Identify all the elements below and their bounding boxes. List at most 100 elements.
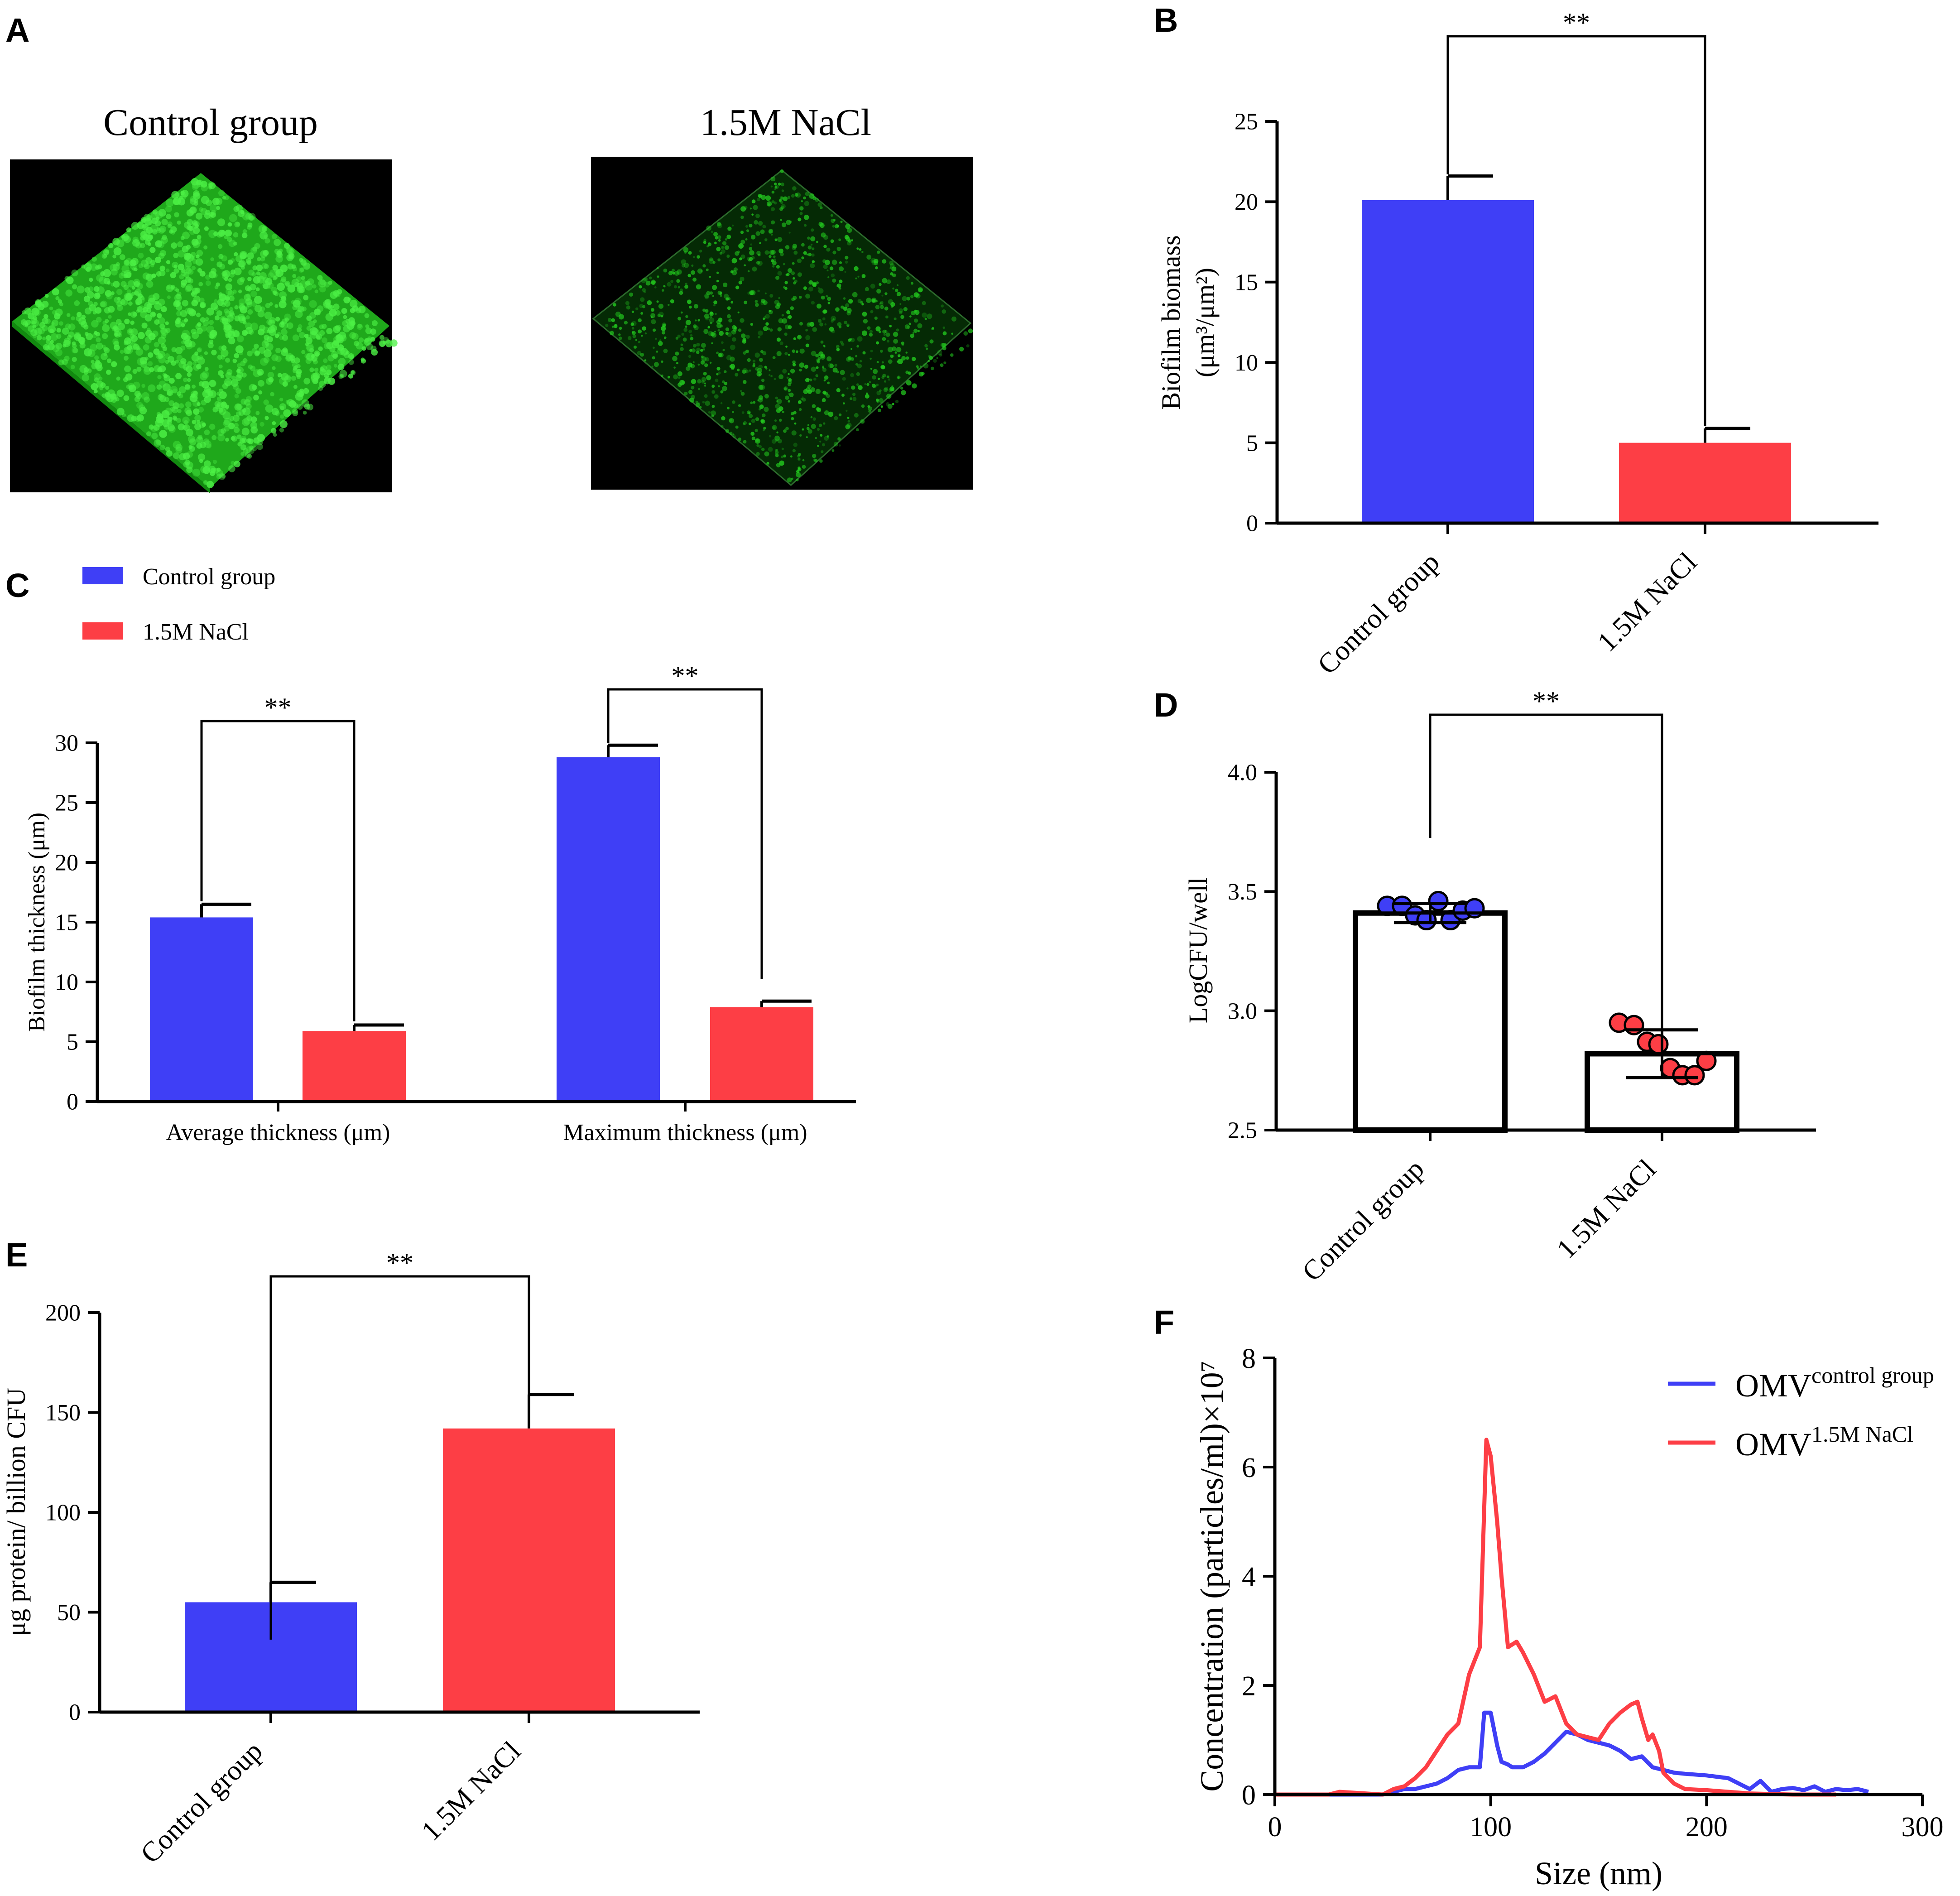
biofilm-cell bbox=[731, 258, 737, 264]
biofilm-cell bbox=[740, 240, 745, 245]
biofilm-cell bbox=[718, 239, 721, 242]
biofilm-cell bbox=[799, 296, 802, 299]
biofilm-cell bbox=[172, 261, 178, 269]
biofilm-cell bbox=[697, 402, 700, 404]
biofilm-cell bbox=[305, 337, 313, 344]
panel-e-y-tick-label: 200 bbox=[45, 1300, 81, 1326]
biofilm-cell bbox=[749, 369, 751, 372]
biofilm-cell bbox=[912, 356, 916, 361]
legend-label-control: OMVcontrol group bbox=[1735, 1362, 1934, 1404]
biofilm-cell bbox=[915, 293, 921, 298]
panel-f-x-tick-label: 300 bbox=[1902, 1812, 1944, 1843]
biofilm-cell bbox=[214, 299, 218, 303]
biofilm-cell bbox=[186, 209, 194, 217]
biofilm-cell bbox=[716, 351, 719, 355]
panel-label-c: C bbox=[5, 567, 29, 604]
biofilm-cell bbox=[286, 246, 293, 253]
biofilm-cell bbox=[655, 337, 657, 340]
biofilm-cell bbox=[770, 207, 775, 212]
biofilm-cell bbox=[154, 220, 161, 226]
biofilm-cell bbox=[131, 415, 137, 422]
biofilm-cell bbox=[854, 266, 859, 271]
biofilm-cell bbox=[333, 364, 338, 368]
biofilm-cell bbox=[132, 369, 138, 374]
biofilm-cell bbox=[850, 348, 853, 350]
biofilm-cell bbox=[140, 231, 148, 238]
biofilm-cell bbox=[358, 337, 364, 343]
biofilm-cell bbox=[632, 334, 636, 338]
biofilm-cell bbox=[292, 274, 297, 278]
biofilm-cell bbox=[741, 411, 745, 414]
biofilm-cell bbox=[217, 218, 226, 226]
biofilm-cell bbox=[700, 349, 703, 352]
biofilm-cell bbox=[106, 370, 111, 375]
biofilm-cell bbox=[215, 197, 223, 205]
biofilm-cell bbox=[181, 190, 189, 197]
biofilm-cell bbox=[114, 332, 118, 337]
biofilm-cell bbox=[241, 232, 248, 239]
biofilm-cell bbox=[730, 344, 735, 350]
biofilm-cell bbox=[241, 438, 247, 443]
biofilm-cell bbox=[214, 285, 219, 289]
biofilm-cell bbox=[718, 385, 720, 388]
biofilm-cell bbox=[225, 372, 232, 379]
biofilm-cell bbox=[788, 392, 791, 395]
biofilm-cell bbox=[870, 357, 872, 360]
biofilm-cell bbox=[826, 435, 829, 438]
biofilm-cell bbox=[704, 313, 710, 319]
biofilm-cell bbox=[758, 365, 763, 370]
biofilm-cell bbox=[749, 250, 754, 255]
biofilm-cell bbox=[871, 260, 874, 263]
biofilm-cell bbox=[84, 348, 92, 356]
biofilm-cell bbox=[221, 345, 227, 351]
biofilm-cell bbox=[870, 350, 873, 352]
legend-label-nacl: 1.5M NaCl bbox=[143, 619, 249, 645]
biofilm-cell bbox=[103, 249, 110, 255]
biofilm-cell bbox=[772, 426, 776, 429]
biofilm-cell bbox=[837, 322, 842, 327]
biofilm-cell bbox=[35, 299, 42, 306]
biofilm-cell bbox=[703, 348, 705, 351]
biofilm-cell bbox=[697, 379, 701, 384]
biofilm-cell bbox=[142, 307, 148, 313]
biofilm-cell bbox=[897, 376, 900, 379]
biofilm-cell bbox=[884, 292, 888, 295]
biofilm-cell bbox=[659, 339, 662, 342]
biofilm-cell bbox=[265, 303, 271, 308]
biofilm-cell bbox=[805, 343, 809, 347]
biofilm-cell bbox=[791, 477, 793, 480]
biofilm-cell bbox=[337, 289, 342, 294]
biofilm-cell bbox=[229, 307, 234, 312]
biofilm-cell bbox=[676, 362, 678, 365]
biofilm-cell bbox=[847, 356, 852, 360]
biofilm-cell bbox=[221, 318, 229, 325]
biofilm-cell bbox=[850, 357, 855, 361]
biofilm-cell bbox=[134, 281, 140, 287]
biofilm-cell bbox=[96, 274, 104, 282]
biofilm-cell bbox=[314, 350, 320, 356]
biofilm-cell bbox=[181, 269, 186, 273]
biofilm-cell bbox=[234, 221, 240, 227]
biofilm-cell bbox=[871, 260, 877, 265]
biofilm-cell bbox=[196, 443, 202, 449]
biofilm-cell bbox=[841, 342, 845, 346]
biofilm-cell bbox=[162, 383, 171, 392]
biofilm-cell bbox=[324, 282, 330, 288]
biofilm-cell bbox=[281, 296, 287, 302]
biofilm-cell bbox=[202, 319, 209, 326]
biofilm-cell bbox=[711, 410, 716, 416]
biofilm-cell bbox=[89, 278, 93, 282]
biofilm-cell bbox=[765, 195, 771, 201]
biofilm-cell bbox=[914, 310, 920, 315]
biofilm-cell bbox=[214, 315, 220, 321]
biofilm-cell bbox=[265, 278, 273, 285]
biofilm-cell bbox=[279, 398, 283, 402]
biofilm-cell bbox=[154, 365, 161, 372]
biofilm-cell bbox=[785, 273, 788, 276]
biofilm-cell bbox=[277, 283, 285, 291]
biofilm-cell bbox=[771, 439, 777, 444]
biofilm-cell bbox=[701, 377, 706, 382]
biofilm-cell bbox=[274, 333, 279, 338]
biofilm-cell bbox=[688, 390, 693, 395]
biofilm-cell bbox=[293, 403, 298, 409]
